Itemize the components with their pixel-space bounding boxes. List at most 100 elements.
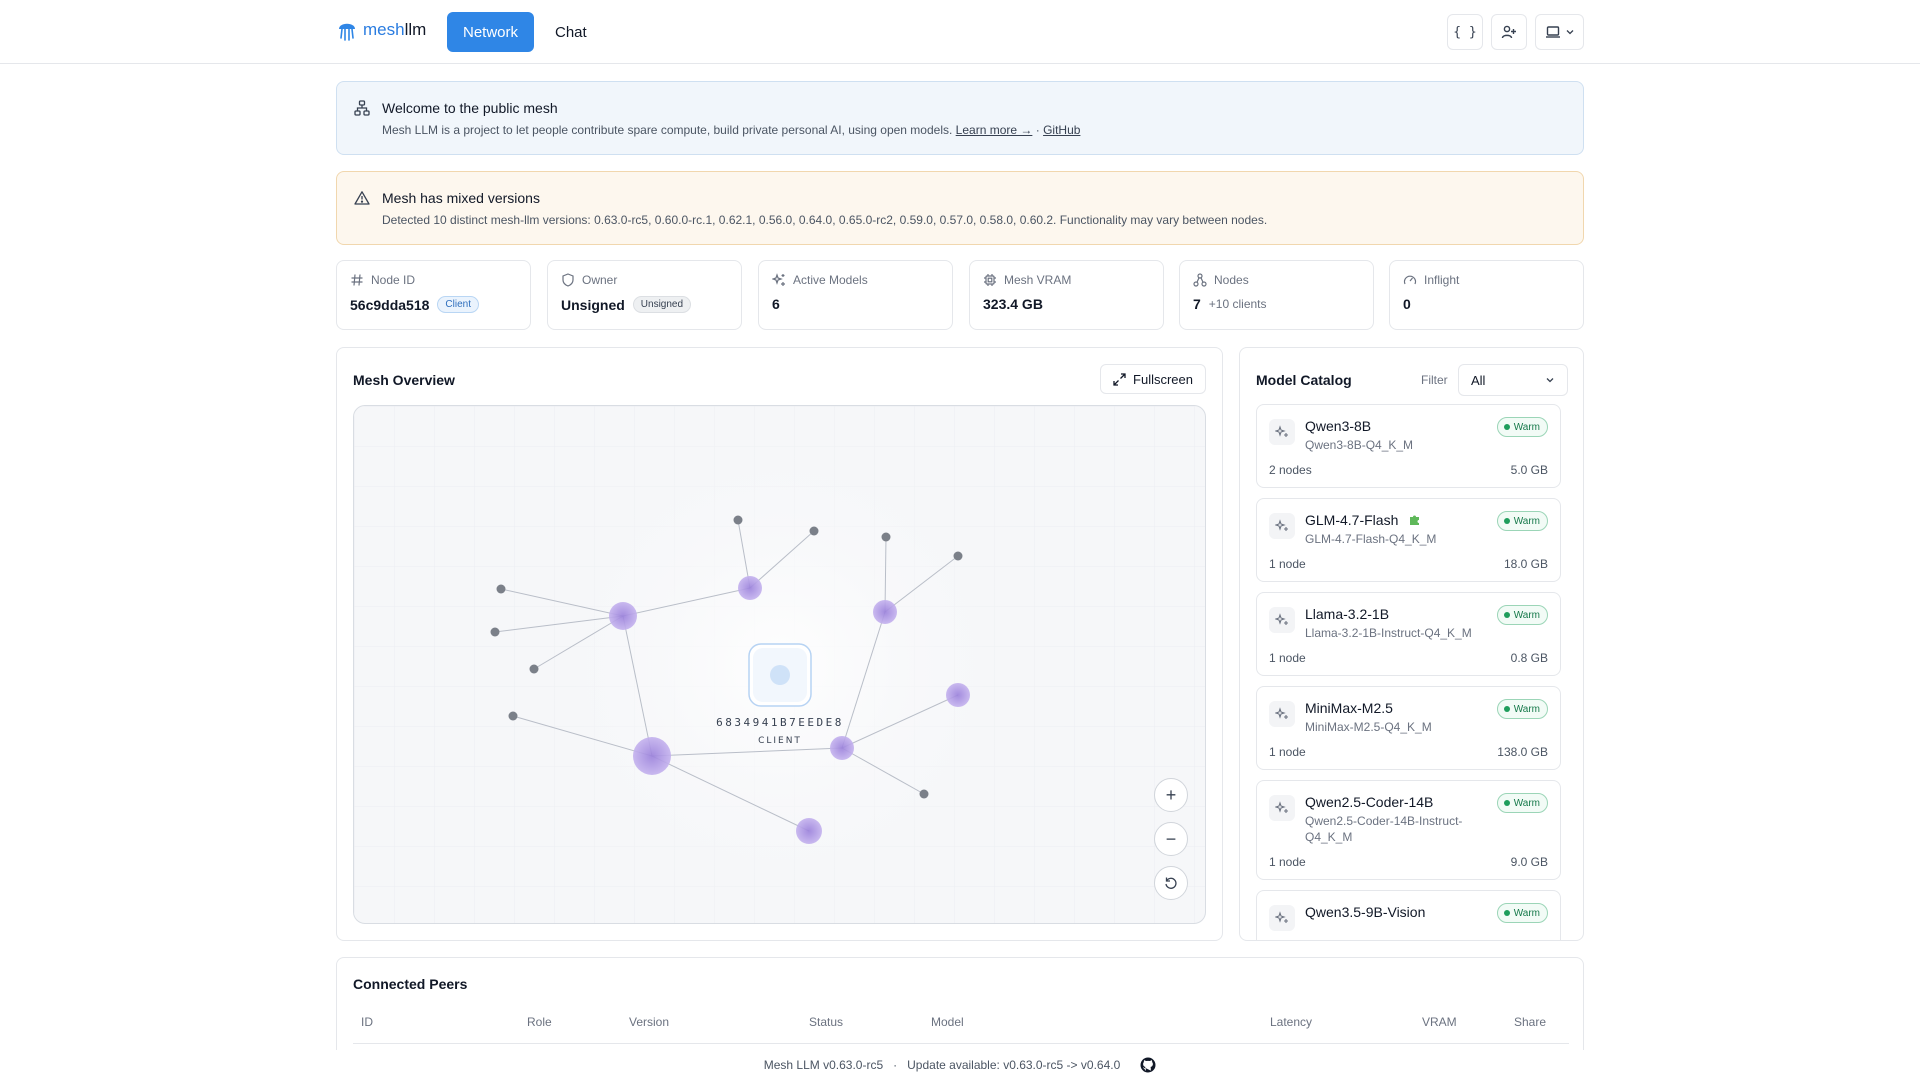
graph-edge — [512, 715, 653, 757]
graph-edge — [651, 755, 810, 832]
connected-peers-title: Connected Peers — [353, 976, 468, 992]
chevron-down-icon — [1566, 30, 1574, 35]
mixed-versions-title: Mesh has mixed versions — [382, 190, 540, 206]
plus-icon: + — [1165, 784, 1177, 805]
client-node[interactable] — [508, 711, 518, 721]
model-node-count: 1 node — [1269, 651, 1306, 665]
graph-edge — [749, 530, 815, 589]
column-header-vram[interactable]: VRAM — [1422, 1015, 1457, 1029]
client-node[interactable] — [529, 664, 539, 674]
model-size: 5.0 GB — [1510, 463, 1548, 477]
model-size: 18.0 GB — [1503, 557, 1548, 571]
model-card[interactable]: MiniMax-M2.5 MiniMax-M2.5-Q4_K_M Warm 1 … — [1256, 686, 1561, 770]
warning-triangle-icon — [354, 191, 370, 205]
rotate-ccw-icon — [1165, 877, 1177, 889]
model-card[interactable]: GLM-4.7-Flash GLM-4.7-Flash-Q4_K_M Warm … — [1256, 498, 1561, 582]
stat-owner: Owner Unsigned Unsigned — [547, 260, 742, 330]
column-header-latency[interactable]: Latency — [1270, 1015, 1313, 1029]
column-header-version[interactable]: Version — [629, 1015, 670, 1029]
top-bar: meshllm Network Chat { } — [0, 0, 1920, 64]
model-catalog-title: Model Catalog — [1256, 372, 1352, 388]
client-node[interactable] — [953, 551, 963, 561]
model-card[interactable]: Llama-3.2-1B Llama-3.2-1B-Instruct-Q4_K_… — [1256, 592, 1561, 676]
client-node[interactable] — [496, 584, 506, 594]
column-header-id[interactable]: ID — [361, 1015, 373, 1029]
zoom-out-button[interactable]: − — [1154, 822, 1188, 856]
model-node-count: 2 nodes — [1269, 463, 1312, 477]
status-badge: Warm — [1496, 417, 1548, 437]
github-link[interactable]: GitHub — [1043, 123, 1081, 137]
center-node-role: CLIENT — [758, 736, 802, 746]
column-header-model[interactable]: Model — [931, 1015, 964, 1029]
host-node[interactable] — [946, 683, 970, 707]
api-button[interactable]: { } — [1447, 14, 1483, 50]
filter-label: Filter — [1421, 373, 1448, 387]
client-node[interactable] — [809, 526, 819, 536]
graph-edge — [622, 587, 751, 617]
model-size: 0.8 GB — [1510, 651, 1548, 665]
model-card[interactable]: Qwen2.5-Coder-14B Qwen2.5-Coder-14B-Inst… — [1256, 780, 1561, 880]
zoom-in-button[interactable]: + — [1154, 778, 1188, 812]
learn-more-link[interactable]: Learn more → — [955, 123, 1033, 137]
client-node[interactable] — [881, 532, 891, 542]
update-available-text[interactable]: Update available: v0.63.0-rc5 -> v0.64.0 — [907, 1058, 1121, 1072]
mesh-graph-canvas[interactable]: 6834941B7EEDE8 CLIENT + − — [353, 405, 1206, 924]
stat-active-models: Active Models 6 — [758, 260, 953, 330]
sparkles-icon — [1269, 419, 1295, 445]
welcome-text: Mesh LLM is a project to let people cont… — [382, 123, 1081, 137]
mesh-vram-value: 323.4 GB — [983, 296, 1043, 312]
tab-network[interactable]: Network — [447, 12, 534, 52]
host-node[interactable] — [738, 576, 762, 600]
host-node[interactable] — [609, 602, 637, 630]
reset-view-button[interactable] — [1154, 866, 1188, 900]
center-node-id: 6834941B7EEDE8 — [716, 716, 844, 729]
graph-edge — [622, 615, 653, 757]
client-node[interactable] — [733, 515, 743, 525]
model-size: 138.0 GB — [1497, 745, 1548, 759]
display-mode-dropdown[interactable] — [1535, 14, 1584, 50]
model-card[interactable]: Qwen3-8B Qwen3-8B-Q4_K_M Warm 2 nodes 5.… — [1256, 404, 1561, 488]
model-file: Qwen3-8B-Q4_K_M — [1305, 438, 1414, 452]
gauge-icon — [1403, 275, 1417, 285]
owner-value: Unsigned — [561, 296, 625, 313]
mixed-versions-text: Detected 10 distinct mesh-llm versions: … — [382, 213, 1268, 227]
column-header-share[interactable]: Share — [1514, 1015, 1547, 1029]
model-card[interactable]: Qwen3.5-9B-Vision Warm — [1256, 890, 1561, 940]
status-badge: Warm — [1496, 511, 1548, 531]
stat-inflight: Inflight 0 — [1389, 260, 1584, 330]
brand-logo[interactable]: meshllm — [337, 18, 426, 42]
filter-select[interactable]: All — [1458, 364, 1568, 396]
client-node[interactable] — [919, 789, 929, 799]
shield-icon — [562, 273, 574, 287]
host-node[interactable] — [873, 600, 897, 624]
mesh-overview-title: Mesh Overview — [353, 372, 455, 388]
clients-count: +10 clients — [1208, 297, 1267, 311]
mesh-overview-panel: Mesh Overview Fullscreen — [336, 347, 1223, 941]
sparkles-icon — [1269, 607, 1295, 633]
graph-edge — [884, 555, 959, 613]
sparkles-icon — [772, 273, 785, 286]
model-catalog-panel: Model Catalog Filter All Qwen3-8B Qwen3-… — [1239, 347, 1584, 941]
model-file: Qwen2.5-Coder-14B-Instruct-Q4_K_M — [1305, 814, 1463, 844]
column-header-role[interactable]: Role — [527, 1015, 552, 1029]
model-name: Qwen3-8B — [1305, 418, 1372, 434]
tab-chat[interactable]: Chat — [555, 23, 587, 41]
graph-edge — [841, 694, 959, 749]
host-node[interactable] — [796, 818, 822, 844]
sparkles-icon — [1269, 795, 1295, 821]
welcome-banner: Welcome to the public mesh Mesh LLM is a… — [336, 81, 1584, 155]
model-node-count: 1 node — [1269, 745, 1306, 759]
invite-user-button[interactable] — [1491, 14, 1527, 50]
host-node[interactable] — [633, 737, 671, 775]
braces-icon: { } — [1453, 24, 1477, 40]
minus-icon: − — [1165, 828, 1177, 849]
fullscreen-button[interactable]: Fullscreen — [1100, 364, 1206, 394]
client-node[interactable] — [490, 627, 500, 637]
footer-version: Mesh LLM v0.63.0-rc5 — [763, 1058, 884, 1072]
github-icon[interactable] — [1140, 1057, 1156, 1073]
column-header-status[interactable]: Status — [809, 1015, 844, 1029]
status-badge: Warm — [1496, 793, 1548, 813]
host-node[interactable] — [830, 736, 854, 760]
model-name: GLM-4.7-Flash — [1305, 512, 1421, 528]
center-self-node[interactable] — [748, 643, 812, 707]
